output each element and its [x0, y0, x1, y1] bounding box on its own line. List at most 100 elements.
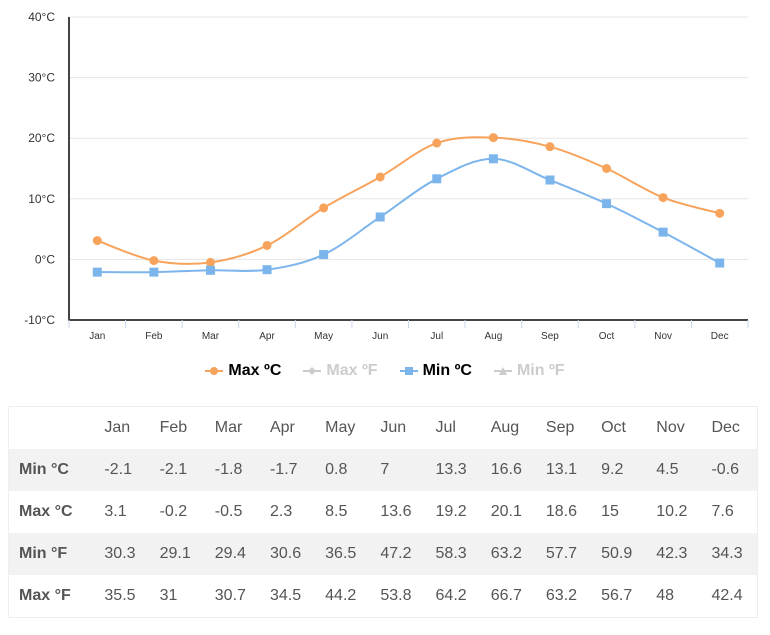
table-cell: 13.1 [535, 449, 592, 491]
table-cell: 42.4 [711, 587, 743, 604]
x-tick-label: Dec [711, 331, 729, 342]
data-table: Jan Feb Mar Apr May Jun Jul Aug Sep Oct Nov Dec Min … [8, 406, 758, 618]
data-point [658, 193, 668, 203]
data-point [92, 236, 102, 246]
x-tick-label: Aug [484, 331, 502, 342]
table-cell: 34.3 [701, 533, 758, 575]
table-cell: 48 [656, 587, 675, 604]
y-tick-label: 40°C [28, 10, 55, 24]
data-point [205, 265, 215, 275]
column-header: Nov [656, 419, 685, 436]
column-header: Oct [601, 419, 626, 436]
table-cell: 47.2 [370, 533, 426, 575]
x-tick-label: Jan [89, 331, 105, 342]
x-tick-label: Jun [372, 331, 388, 342]
column-header: Dec [711, 419, 740, 436]
row-header: Max °C [19, 503, 73, 520]
table-cell: 66.7 [490, 587, 522, 604]
temperature-chart: -10°C 0°C 10°C 20°C 30°C 40°C Jan Feb Mar Apr May J… [24, 10, 749, 342]
x-tick-label: May [314, 331, 333, 342]
table-cell: 7.6 [711, 503, 734, 520]
table-cell: 36.5 [315, 533, 371, 575]
x-tick-label: Sep [541, 331, 559, 342]
y-tick-label: -10°C [24, 313, 55, 327]
table-cell: 56.7 [601, 587, 633, 604]
table-cell: 13.3 [425, 449, 481, 491]
data-point [262, 265, 272, 275]
table-cell: 34.5 [269, 587, 302, 604]
table-cell: -2.1 [94, 449, 150, 491]
table-cell: 58.3 [425, 533, 481, 575]
table-cell: -0.6 [701, 449, 758, 491]
table-cell: 64.2 [435, 587, 467, 604]
table-cell: 53.8 [380, 587, 412, 604]
circle-marker-icon [205, 367, 224, 375]
table-cell: 10.2 [656, 503, 688, 520]
table-row: Max °C 3.1 -0.2 -0.5 2.3 8.5 13.6 19.2 20.1 18.6 1… [9, 491, 758, 533]
triangle-marker-icon [493, 367, 512, 375]
column-header: Jul [435, 419, 456, 436]
row-header: Min °C [8, 449, 95, 491]
table-cell: 35.5 [104, 587, 136, 604]
column-header: Apr [269, 419, 295, 436]
table-cell: 4.5 [646, 449, 702, 491]
row-header: Min °F [8, 533, 95, 575]
data-point [149, 267, 159, 277]
table-cell: 30.6 [259, 533, 316, 575]
data-point [545, 142, 555, 152]
data-point [375, 172, 385, 182]
table-cell: -0.5 [214, 503, 243, 520]
data-point [602, 164, 612, 173]
column-header [9, 407, 95, 450]
chart-legend: Max ºC Max ºF Min ºC Min ºF [0, 362, 770, 380]
x-tick-label: Nov [654, 331, 672, 342]
data-point [432, 138, 442, 148]
legend-label: Max ºF [326, 362, 378, 379]
table-cell: 7 [370, 449, 426, 491]
table-cell: 19.2 [435, 503, 467, 520]
data-point [92, 267, 102, 277]
table-cell: 63.2 [480, 533, 536, 575]
table-header-row: Jan Feb Mar Apr May Jun Jul Aug Sep Oct Nov Dec [9, 407, 758, 450]
x-tick-label: Feb [145, 331, 163, 342]
table-cell: 30.3 [94, 533, 150, 575]
data-point [545, 175, 555, 185]
data-point [319, 203, 329, 213]
data-point [375, 212, 385, 222]
table-row: Min °C -2.1 -2.1 -1.8 -1.7 0.8 7 13.3 16.6 13.1 9.… [8, 449, 758, 491]
row-header: Max °F [19, 587, 71, 604]
table-cell: -1.7 [259, 449, 316, 491]
legend-item[interactable]: Max ºF [303, 362, 378, 380]
legend-label: Min ºC [422, 362, 472, 379]
table-cell: 8.5 [325, 503, 348, 520]
column-header: Mar [214, 419, 243, 436]
x-tick-label: Mar [202, 331, 220, 342]
legend-item[interactable]: Min ºC [399, 362, 472, 380]
table-cell: 63.2 [545, 587, 578, 604]
diamond-marker-icon [303, 367, 322, 375]
column-header: Sep [545, 419, 575, 436]
table-cell: 57.7 [535, 533, 592, 575]
table-cell: 29.1 [149, 533, 205, 575]
data-point [715, 208, 725, 218]
legend-item[interactable]: Max ºC [205, 362, 281, 380]
legend-label: Max ºC [228, 362, 282, 379]
y-tick-label: 0°C [35, 252, 55, 266]
table-cell: 18.6 [545, 503, 578, 520]
table-cell: 16.6 [480, 449, 536, 491]
table-cell: 3.1 [104, 503, 127, 520]
table-cell: 20.1 [490, 503, 522, 520]
legend-item[interactable]: Min ºF [493, 362, 565, 380]
y-tick-label: 10°C [28, 192, 55, 206]
table-cell: -0.2 [159, 503, 188, 520]
table-cell: 0.8 [315, 449, 371, 491]
data-point [205, 257, 215, 267]
y-tick-label: 20°C [28, 131, 55, 145]
legend-label: Min ºF [516, 362, 565, 379]
y-tick-label: 30°C [28, 71, 55, 85]
square-marker-icon [399, 367, 418, 375]
column-header: Aug [490, 419, 520, 436]
table-row: Max °F 35.5 31 30.7 34.5 44.2 53.8 64.2 66.7 63.2… [9, 575, 758, 618]
column-header: Jun [380, 419, 407, 436]
column-header: Feb [159, 419, 188, 436]
